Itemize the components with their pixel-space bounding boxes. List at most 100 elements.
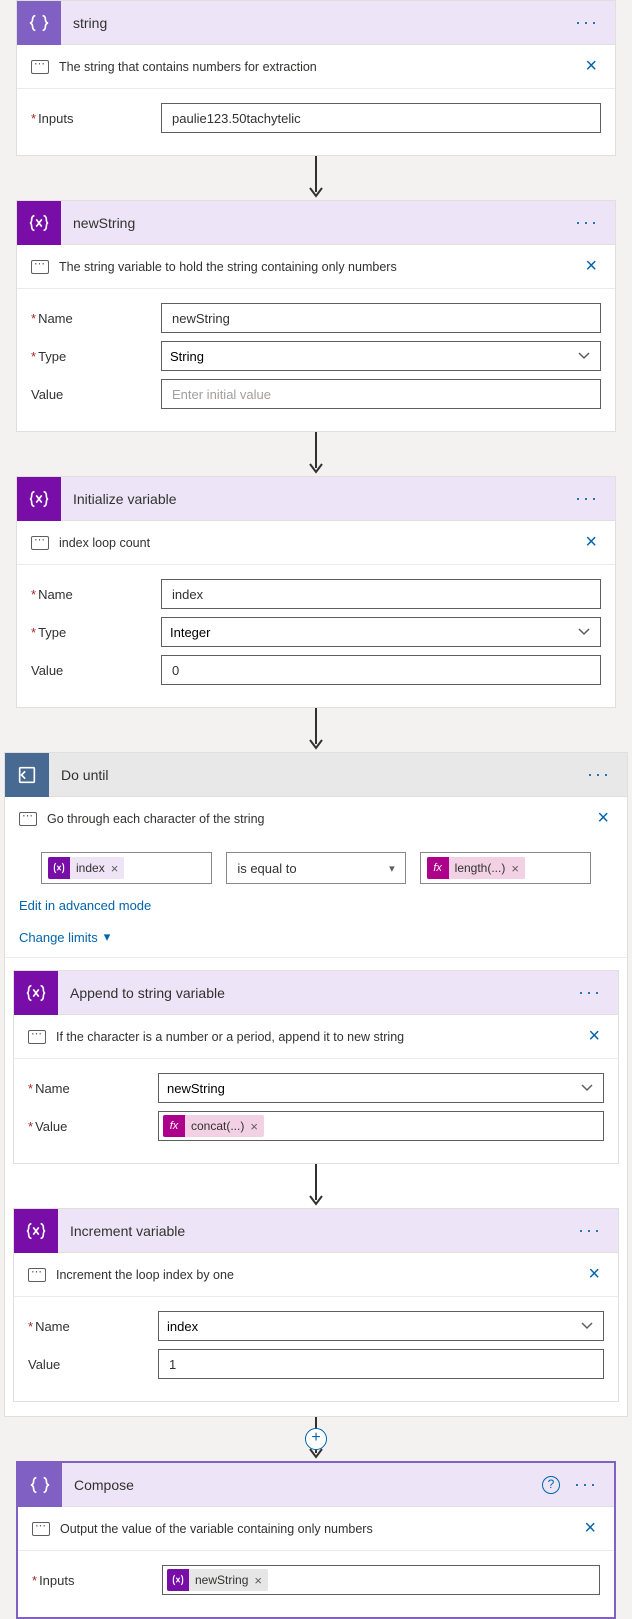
- variable-icon: [14, 1209, 58, 1253]
- menu-button[interactable]: ···: [571, 488, 603, 509]
- value-field[interactable]: fx concat(...) ×: [158, 1111, 604, 1141]
- condition-right[interactable]: fx length(...) ×: [420, 852, 591, 884]
- chevron-down-icon: ▾: [104, 929, 111, 945]
- value-field[interactable]: [158, 1349, 604, 1379]
- menu-button[interactable]: ···: [571, 12, 603, 33]
- comment-row: Go through each character of the string …: [5, 797, 627, 840]
- variable-icon: [17, 477, 61, 521]
- comment-icon: [32, 1522, 50, 1536]
- card-header[interactable]: string ···: [17, 1, 615, 45]
- comment-row: Output the value of the variable contain…: [18, 1507, 614, 1551]
- comment-text: Go through each character of the string: [47, 812, 593, 826]
- change-limits-link[interactable]: Change limits ▾: [19, 929, 110, 945]
- variable-icon: [14, 971, 58, 1015]
- card-title: newString: [61, 215, 571, 231]
- card-title: string: [61, 15, 571, 31]
- comment-row: Increment the loop index by one ×: [14, 1253, 618, 1297]
- inputs-field[interactable]: newString ×: [162, 1565, 600, 1595]
- type-select[interactable]: Integer: [161, 617, 601, 647]
- comment-icon: [31, 536, 49, 550]
- card-title: Compose: [62, 1477, 542, 1493]
- card-header[interactable]: Increment variable ···: [14, 1209, 618, 1253]
- name-field[interactable]: [161, 579, 601, 609]
- card-header[interactable]: Append to string variable ···: [14, 971, 618, 1015]
- close-icon[interactable]: ×: [581, 255, 601, 278]
- comment-row: index loop count ×: [17, 521, 615, 565]
- close-icon[interactable]: ×: [581, 55, 601, 78]
- card-header[interactable]: Initialize variable ···: [17, 477, 615, 521]
- comment-text: Increment the loop index by one: [56, 1268, 584, 1282]
- connector-arrow: [5, 1164, 627, 1208]
- name-label: *Name: [28, 1319, 158, 1334]
- value-label: Value: [28, 1357, 158, 1372]
- name-label: *Name: [28, 1081, 158, 1096]
- menu-button[interactable]: ···: [583, 764, 615, 785]
- data-operations-icon: [17, 1, 61, 45]
- close-icon[interactable]: ×: [580, 1517, 600, 1540]
- menu-button[interactable]: ···: [570, 1474, 602, 1495]
- comment-text: Output the value of the variable contain…: [60, 1522, 580, 1536]
- value-label: *Value: [28, 1119, 158, 1134]
- index-token[interactable]: index ×: [48, 857, 124, 879]
- name-field[interactable]: [161, 303, 601, 333]
- newstring-token[interactable]: newString ×: [167, 1569, 268, 1591]
- card-title: Append to string variable: [58, 985, 574, 1001]
- card-header[interactable]: newString ···: [17, 201, 615, 245]
- comment-icon: [19, 812, 37, 826]
- data-operations-icon: [18, 1463, 62, 1507]
- menu-button[interactable]: ···: [571, 212, 603, 233]
- connector-arrow: [0, 156, 632, 200]
- action-card-newstring: newString ··· The string variable to hol…: [16, 200, 616, 432]
- action-card-string: string ··· The string that contains numb…: [16, 0, 616, 156]
- value-field[interactable]: [161, 379, 601, 409]
- action-card-compose: Compose ? ··· Output the value of the va…: [16, 1461, 616, 1619]
- value-field[interactable]: [161, 655, 601, 685]
- card-title: Initialize variable: [61, 491, 571, 507]
- action-card-initvar: Initialize variable ··· index loop count…: [16, 476, 616, 708]
- connector-arrow: [0, 432, 632, 476]
- close-icon[interactable]: ×: [593, 807, 613, 830]
- comment-text: index loop count: [59, 536, 581, 550]
- menu-button[interactable]: ···: [574, 1220, 606, 1241]
- token-remove-icon[interactable]: ×: [511, 861, 519, 876]
- token-remove-icon[interactable]: ×: [111, 861, 119, 876]
- variable-icon: [17, 201, 61, 245]
- close-icon[interactable]: ×: [584, 1263, 604, 1286]
- value-label: Value: [31, 387, 161, 402]
- edit-advanced-link[interactable]: Edit in advanced mode: [19, 898, 151, 913]
- type-label: *Type: [31, 625, 161, 640]
- card-title: Increment variable: [58, 1223, 574, 1239]
- card-title: Do until: [49, 767, 583, 783]
- condition-left[interactable]: index ×: [41, 852, 212, 884]
- type-label: *Type: [31, 349, 161, 364]
- concat-token[interactable]: fx concat(...) ×: [163, 1115, 264, 1137]
- comment-icon: [28, 1030, 46, 1044]
- help-icon[interactable]: ?: [542, 1476, 560, 1494]
- close-icon[interactable]: ×: [584, 1025, 604, 1048]
- token-remove-icon[interactable]: ×: [250, 1119, 258, 1134]
- comment-icon: [31, 260, 49, 274]
- comment-text: If the character is a number or a period…: [56, 1030, 584, 1044]
- control-icon: [5, 753, 49, 797]
- inputs-label: *Inputs: [32, 1573, 162, 1588]
- card-header[interactable]: Compose ? ···: [18, 1463, 614, 1507]
- action-card-append: Append to string variable ··· If the cha…: [13, 970, 619, 1164]
- action-card-dountil: Do until ··· Go through each character o…: [4, 752, 628, 1417]
- action-card-increment: Increment variable ··· Increment the loo…: [13, 1208, 619, 1402]
- close-icon[interactable]: ×: [581, 531, 601, 554]
- condition-operator[interactable]: is equal to ▾: [226, 852, 405, 884]
- comment-row: The string variable to hold the string c…: [17, 245, 615, 289]
- type-select[interactable]: String: [161, 341, 601, 371]
- card-header[interactable]: Do until ···: [5, 753, 627, 797]
- inputs-label: *Inputs: [31, 111, 161, 126]
- length-token[interactable]: fx length(...) ×: [427, 857, 525, 879]
- inputs-field[interactable]: [161, 103, 601, 133]
- condition-row: index × is equal to ▾ fx length(...) ×: [5, 840, 627, 894]
- comment-text: The string that contains numbers for ext…: [59, 60, 581, 74]
- name-select[interactable]: newString: [158, 1073, 604, 1103]
- token-remove-icon[interactable]: ×: [254, 1573, 262, 1588]
- menu-button[interactable]: ···: [574, 982, 606, 1003]
- add-step-button[interactable]: +: [305, 1428, 327, 1450]
- name-select[interactable]: index: [158, 1311, 604, 1341]
- chevron-down-icon: ▾: [389, 862, 395, 875]
